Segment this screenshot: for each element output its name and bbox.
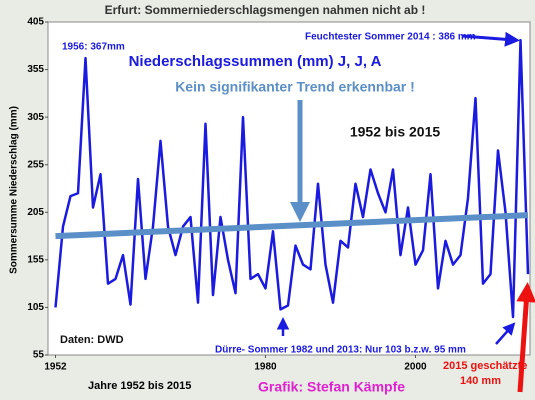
- y-tick-label: 205: [27, 207, 44, 218]
- y-tick-label: 55: [33, 350, 45, 361]
- y-axis-label: Sommersumme Niederschlag (mm): [9, 106, 20, 274]
- trend-line: [55, 212, 529, 240]
- y-tick-label: 405: [27, 17, 44, 28]
- annotation: 1956: 367mm: [62, 42, 125, 53]
- arrow: [495, 322, 516, 345]
- x-tick-label: 2000: [404, 362, 427, 373]
- annotation: 2015 geschätzte: [443, 360, 527, 372]
- y-tick-label: 255: [27, 159, 44, 170]
- credit: Grafik: Stefan Kämpfe: [258, 379, 405, 395]
- annotation: Dürre- Sommer 1982 und 2013: Nur 103 b.z…: [215, 345, 466, 356]
- data-line: [54, 38, 530, 319]
- annotation: Daten: DWD: [60, 334, 124, 346]
- annotation: Kein signifikanter Trend erkennbar !: [175, 79, 415, 95]
- arrow: [461, 31, 520, 47]
- x-tick-label: 1952: [44, 362, 67, 373]
- annotation: Feuchtester Sommer 2014 : 386 mm: [305, 32, 476, 43]
- y-tick-label: 155: [27, 254, 44, 265]
- y-tick-label: 305: [27, 112, 44, 123]
- annotation: 140 mm: [460, 375, 501, 387]
- chart-subtitle: Niederschlagssummen (mm) J, J, A: [129, 53, 382, 70]
- x-tick-label: 1980: [254, 362, 277, 373]
- y-tick-label: 105: [27, 302, 44, 313]
- chart-title: Erfurt: Sommerniederschlagsmengen nahmen…: [105, 3, 426, 17]
- arrow: [516, 282, 535, 393]
- x-axis-label: Jahre 1952 bis 2015: [88, 380, 191, 392]
- y-tick-label: 355: [27, 64, 44, 75]
- annotation: 1952 bis 2015: [350, 124, 441, 140]
